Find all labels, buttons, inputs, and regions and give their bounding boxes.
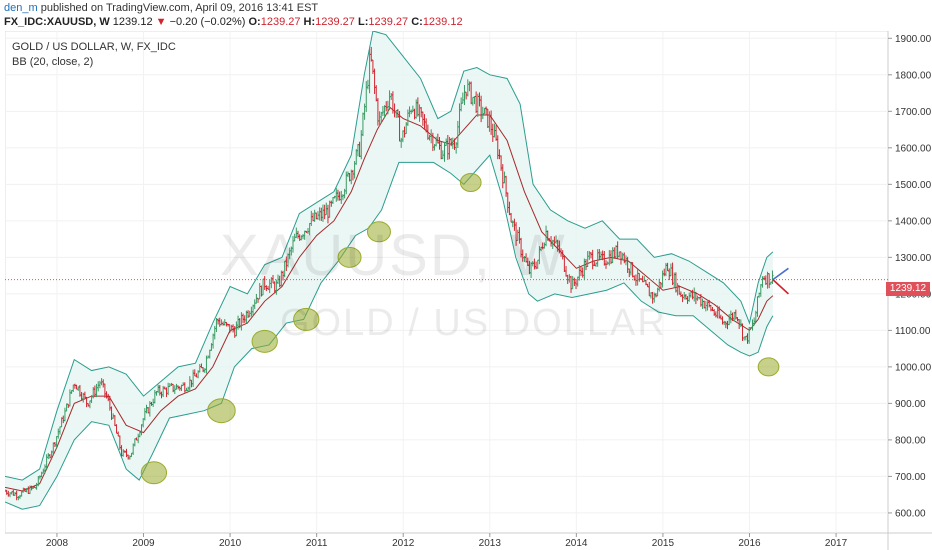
open-value: 1239.27 bbox=[260, 16, 301, 28]
annotation-circle bbox=[293, 307, 320, 331]
open-label: O: bbox=[248, 16, 261, 28]
x-tick-label: 2017 bbox=[825, 538, 848, 549]
watermark-description: GOLD / US DOLLAR bbox=[280, 302, 667, 344]
forecast-arrow bbox=[772, 267, 789, 281]
y-tick-label: 1500.00 bbox=[895, 180, 932, 191]
y-tick-label: 1300.00 bbox=[895, 253, 932, 264]
annotation-circle bbox=[251, 329, 278, 353]
price-change: −0.20 (−0.02%) bbox=[169, 16, 246, 28]
forecast-arrow bbox=[772, 279, 789, 295]
x-tick-label: 2016 bbox=[738, 538, 761, 549]
low-label: L: bbox=[357, 16, 369, 28]
y-tick-label: 600.00 bbox=[895, 508, 926, 519]
y-tick-label: 1000.00 bbox=[895, 362, 932, 373]
down-arrow-icon: ▼ bbox=[155, 16, 167, 28]
bollinger-upper bbox=[5, 31, 774, 481]
y-tick-label: 1700.00 bbox=[895, 107, 932, 118]
chart-frame[interactable]: 600.00 700.00 800.00 900.00 1000.00 1100.00 12… bbox=[5, 31, 932, 550]
price-chart[interactable]: 600.00 700.00 800.00 900.00 1000.00 1100.00 12… bbox=[5, 31, 932, 550]
y-tick-label: 800.00 bbox=[895, 435, 926, 446]
x-tick-label: 2009 bbox=[132, 538, 155, 549]
x-tick-label: 2010 bbox=[219, 538, 242, 549]
bollinger-fill bbox=[5, 31, 773, 510]
chart-header: den_m published on TradingView.com, Apri… bbox=[0, 0, 932, 30]
y-tick-label: 1400.00 bbox=[895, 216, 932, 227]
y-tick-label: 900.00 bbox=[895, 399, 926, 410]
high-label: H: bbox=[303, 16, 316, 28]
legend-title: GOLD / US DOLLAR, W, FX_IDC bbox=[12, 41, 176, 53]
quote-line: FX_IDC:XAUUSD, W 1239.12 ▼ −0.20 (−0.02%… bbox=[4, 16, 463, 28]
x-tick-label: 2012 bbox=[392, 538, 415, 549]
y-tick-label: 1900.00 bbox=[895, 34, 932, 45]
publish-info: published on TradingView.com, April 09, … bbox=[40, 2, 319, 14]
legend-indicator[interactable]: BB (20, close, 2) bbox=[12, 56, 94, 68]
low-value: 1239.27 bbox=[368, 16, 409, 28]
annotation-circle bbox=[337, 246, 362, 268]
annotation-circle bbox=[140, 461, 168, 485]
annotation-circle bbox=[207, 398, 236, 424]
annotation-circle bbox=[757, 357, 780, 377]
chart-legend: GOLD / US DOLLAR, W, FX_IDC BB (20, clos… bbox=[12, 40, 176, 70]
close-value: 1239.12 bbox=[422, 16, 463, 28]
y-tick-label: 1800.00 bbox=[895, 70, 932, 81]
y-tick-label: 1600.00 bbox=[895, 143, 932, 154]
y-tick-label: 700.00 bbox=[895, 472, 926, 483]
x-tick-label: 2013 bbox=[479, 538, 502, 549]
x-tick-label: 2014 bbox=[565, 538, 588, 549]
last-price-tag: 1239.12 bbox=[886, 282, 930, 296]
bollinger-basis bbox=[5, 106, 774, 492]
close-label: C: bbox=[411, 16, 423, 28]
symbol-label: FX_IDC:XAUUSD, W bbox=[4, 16, 110, 28]
annotation-circle bbox=[459, 173, 482, 193]
high-value: 1239.27 bbox=[315, 16, 355, 28]
author-link[interactable]: den_m bbox=[4, 2, 38, 14]
x-tick-label: 2008 bbox=[46, 538, 69, 549]
x-tick-label: 2011 bbox=[306, 538, 328, 549]
annotation-circle bbox=[366, 221, 391, 243]
y-tick-label: 1100.00 bbox=[895, 326, 931, 337]
publish-line: den_m published on TradingView.com, Apri… bbox=[4, 2, 318, 14]
watermark-symbol: XAUUSD, W bbox=[220, 223, 567, 288]
last-price: 1239.12 bbox=[112, 16, 153, 28]
x-tick-label: 2015 bbox=[652, 538, 675, 549]
